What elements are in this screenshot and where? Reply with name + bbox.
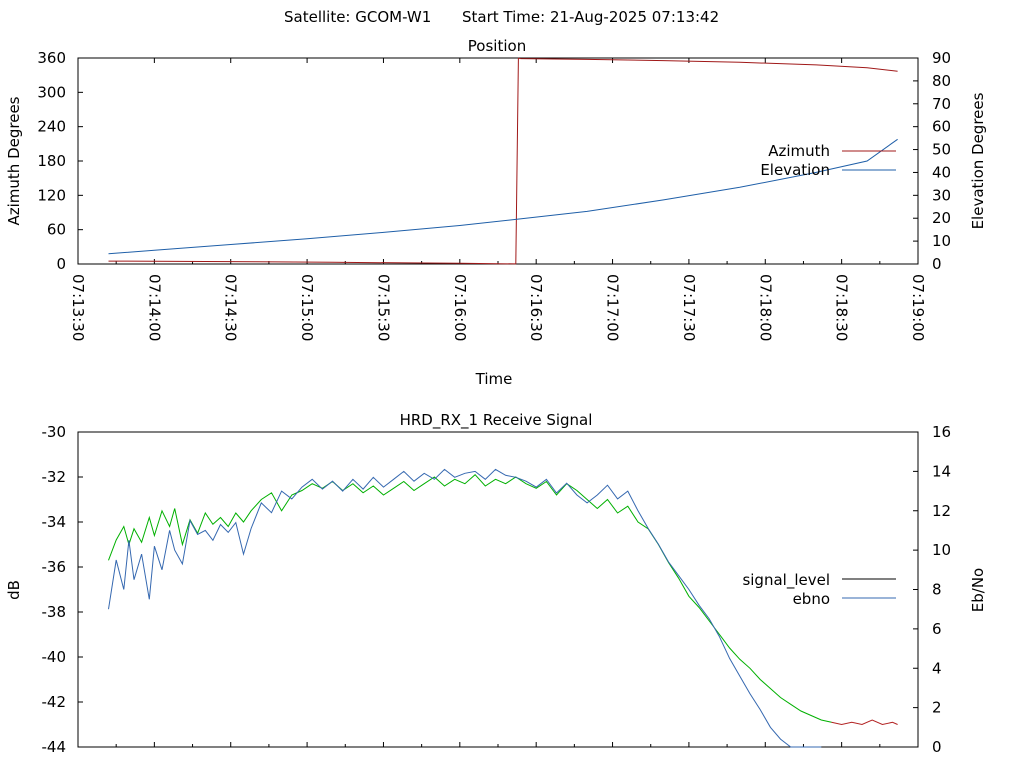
signal-chart: HRD_RX_1 Receive Signal dB Eb/No -30-32-…: [5, 411, 987, 756]
y2-tick-label: 40: [932, 163, 951, 181]
y2-tick-label: 80: [932, 72, 951, 90]
azimuth-line: [108, 57, 898, 265]
x-tick-label: 07:18:00: [756, 274, 774, 341]
y-tick-label: 360: [37, 49, 66, 67]
signal-level-tail-line: [831, 719, 898, 726]
signal-y2-axis-label: Eb/No: [969, 568, 987, 612]
x-tick-label: 07:18:30: [833, 274, 851, 341]
x-tick-label: 07:16:00: [451, 274, 469, 341]
y-tick-label: -42: [42, 693, 67, 711]
x-tick-label: 07:17:00: [604, 274, 622, 341]
y-tick-label: 60: [47, 221, 66, 239]
y-tick-label: 180: [37, 152, 66, 170]
position-y2-axis-label: Elevation Degrees: [969, 92, 987, 229]
position-y-axis-label: Azimuth Degrees: [5, 96, 23, 225]
y2-tick-label: 60: [932, 118, 951, 136]
x-tick-label: 07:19:00: [909, 274, 927, 341]
position-y-ticks: 0 60 120 180 240 300 360: [37, 49, 83, 273]
x-tick-label: 07:15:30: [374, 274, 392, 341]
x-tick-label: 07:14:00: [145, 274, 163, 341]
signal-x-ticks: [77, 742, 919, 747]
y-tick-label: -30: [42, 423, 67, 441]
x-tick-label: 07:17:30: [680, 274, 698, 341]
y2-tick-label: 70: [932, 95, 951, 113]
y-tick-label: 300: [37, 83, 66, 101]
y2-tick-label: 90: [932, 49, 951, 67]
satellite-label: Satellite: GCOM-W1: [284, 8, 431, 26]
y-tick-label: -36: [42, 558, 67, 576]
y2-tick-label: 8: [932, 581, 942, 599]
legend-label-signal-level: signal_level: [742, 571, 830, 590]
position-chart: Position Azimuth Degrees Elevation Degre…: [5, 37, 987, 388]
y2-tick-label: 2: [932, 699, 942, 717]
signal-chart-title: HRD_RX_1 Receive Signal: [400, 411, 593, 430]
legend-label-elevation: Elevation: [760, 161, 830, 179]
signal-y2-ticks: 0 2 4 6 8 10 12 14 16: [913, 423, 951, 756]
position-x-axis-label: Time: [475, 370, 513, 388]
y2-tick-label: 50: [932, 141, 951, 159]
x-tick-label: 07:14:30: [222, 274, 240, 341]
position-series: [108, 57, 898, 265]
y-tick-label: -44: [42, 738, 67, 756]
y-tick-label: 0: [56, 255, 66, 273]
y-tick-label: -38: [42, 603, 67, 621]
y-tick-label: -32: [42, 468, 67, 486]
position-x-ticks: 07:13:30 07:14:00 07:14:30 07:15:00 07:15:30…: [69, 58, 927, 341]
position-chart-title: Position: [468, 37, 526, 55]
y2-tick-label: 6: [932, 620, 942, 638]
y2-tick-label: 16: [932, 423, 951, 441]
y2-tick-label: 30: [932, 186, 951, 204]
y2-tick-label: 14: [932, 462, 951, 480]
y2-tick-label: 0: [932, 255, 942, 273]
x-tick-label: 07:16:30: [527, 274, 545, 341]
signal-level-line: [108, 473, 832, 723]
y2-tick-label: 20: [932, 209, 951, 227]
signal-series: [108, 468, 898, 748]
y2-tick-label: 10: [932, 541, 951, 559]
signal-y-ticks: -30 -32 -34 -36 -38 -40 -42 -44: [42, 423, 83, 756]
position-y2-ticks: 0 10 20 30 40 50 60 70 80 90: [913, 49, 951, 273]
signal-y-axis-label: dB: [5, 580, 23, 600]
elevation-line: [108, 138, 898, 255]
x-tick-label: 07:13:30: [69, 274, 87, 341]
y-tick-label: -34: [42, 513, 67, 531]
y2-tick-label: 0: [932, 738, 942, 756]
ebno-line: [108, 468, 822, 748]
y-tick-label: 120: [37, 186, 66, 204]
start-time-label: Start Time: 21-Aug-2025 07:13:42: [462, 8, 719, 26]
legend-label-azimuth: Azimuth: [768, 142, 830, 160]
y2-tick-label: 10: [932, 232, 951, 250]
legend-label-ebno: ebno: [793, 590, 830, 608]
y2-tick-label: 4: [932, 659, 942, 677]
y-tick-label: -40: [42, 648, 67, 666]
y-tick-label: 240: [37, 118, 66, 136]
x-tick-label: 07:15:00: [298, 274, 316, 341]
y2-tick-label: 12: [932, 502, 951, 520]
